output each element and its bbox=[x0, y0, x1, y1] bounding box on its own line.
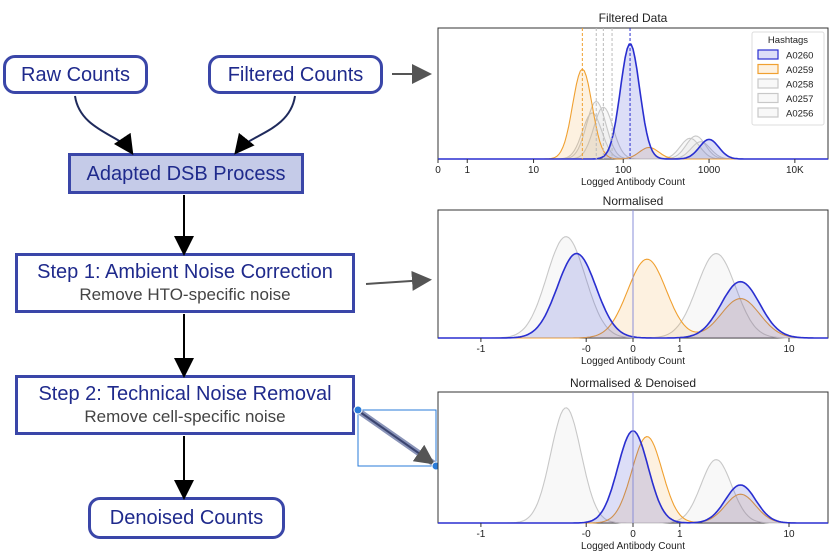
x-tick-label: 100 bbox=[615, 165, 632, 176]
x-tick-label: 10 bbox=[528, 165, 540, 176]
chart3-title: Normalised & Denoised bbox=[570, 376, 696, 390]
series-a0258-area bbox=[438, 236, 828, 338]
dsb-process-label: Adapted DSB Process bbox=[86, 162, 286, 185]
step1-to-chart-arrow bbox=[365, 270, 432, 291]
chart1-legend: Hashtags A0260 A0259 A0258 A0257 A0256 bbox=[751, 31, 825, 126]
chart2-title: Normalised bbox=[603, 194, 664, 208]
step1-title: Step 1: Ambient Noise Correction bbox=[37, 261, 333, 283]
raw-to-process-arrow bbox=[74, 95, 134, 155]
x-tick-label: 0 bbox=[435, 165, 441, 176]
x-tick-label: 0 bbox=[630, 529, 636, 540]
dsb-process-node: Adapted DSB Process bbox=[68, 153, 304, 194]
filtered-to-process-arrow bbox=[234, 95, 296, 155]
legend-swatch-a0258 bbox=[757, 78, 779, 89]
normalised-chart: Normalised -1 -0 0 1 10 Logged Antibody Coun… bbox=[437, 194, 829, 367]
x-tick-label: -0 bbox=[582, 344, 591, 355]
series-a0260-area bbox=[438, 253, 828, 338]
chart1-title: Filtered Data bbox=[599, 11, 668, 25]
raw-counts-label: Raw Counts bbox=[21, 63, 130, 86]
chart1-legend-title: Hashtags bbox=[768, 35, 808, 46]
normalised-denoised-chart: Normalised & Denoised -1 -0 0 1 10 Logged An… bbox=[437, 376, 829, 552]
step2-subtitle: Remove cell-specific noise bbox=[84, 407, 286, 426]
x-tick-label: -1 bbox=[476, 344, 485, 355]
legend-swatch-a0259 bbox=[757, 63, 779, 75]
legend-label-a0257: A0257 bbox=[786, 94, 813, 105]
step2-to-chart-arrow-core bbox=[359, 411, 435, 465]
denoised-counts-label: Denoised Counts bbox=[109, 507, 264, 529]
chart2-series-group bbox=[438, 210, 828, 339]
filtered-counts-node: Filtered Counts bbox=[208, 55, 383, 94]
chart1-series-group bbox=[438, 28, 828, 160]
series-a0258-area bbox=[438, 407, 828, 523]
chart2-ticks-group: -1 -0 0 1 10 bbox=[476, 338, 795, 355]
raw-counts-node: Raw Counts bbox=[3, 55, 148, 94]
chart2-xlabel: Logged Antibody Count bbox=[581, 356, 685, 367]
legend-label-a0259: A0259 bbox=[786, 65, 813, 76]
chart3-ticks-group: -1 -0 0 1 10 bbox=[476, 523, 795, 540]
x-tick-label: 1000 bbox=[698, 165, 721, 176]
x-tick-label: 10K bbox=[786, 165, 804, 176]
legend-label-a0258: A0258 bbox=[786, 80, 813, 91]
legend-label-a0256: A0256 bbox=[786, 109, 813, 120]
step1-subtitle: Remove HTO-specific noise bbox=[79, 285, 291, 304]
x-tick-label: 1 bbox=[677, 344, 683, 355]
x-tick-label: -0 bbox=[582, 529, 591, 540]
series-a0260-area bbox=[438, 44, 828, 159]
x-tick-label: 1 bbox=[464, 165, 470, 176]
filtered-data-chart: Filtered Data 0 1 10 100 1000 10K Logged Anti… bbox=[435, 11, 829, 188]
chart1-ticks-group: 0 1 10 100 1000 10K bbox=[435, 159, 804, 176]
filtered-counts-label: Filtered Counts bbox=[227, 63, 364, 86]
legend-label-a0260: A0260 bbox=[786, 51, 813, 62]
x-tick-label: -1 bbox=[476, 529, 485, 540]
selection-handle-start[interactable] bbox=[353, 405, 363, 415]
chart3-xlabel: Logged Antibody Count bbox=[581, 541, 685, 552]
legend-swatch-a0256 bbox=[757, 107, 779, 118]
step1-node: Step 1: Ambient Noise Correction Remove … bbox=[15, 253, 355, 313]
legend-swatch-a0260 bbox=[757, 49, 779, 60]
x-tick-label: 0 bbox=[630, 344, 636, 355]
selection-box bbox=[357, 409, 437, 467]
x-tick-label: 1 bbox=[677, 529, 683, 540]
step2-title: Step 2: Technical Noise Removal bbox=[38, 383, 332, 405]
x-tick-label: 10 bbox=[783, 529, 795, 540]
chart1-xlabel: Logged Antibody Count bbox=[581, 177, 685, 188]
series-a0260-line bbox=[438, 43, 828, 160]
legend-swatch-a0257 bbox=[757, 92, 779, 104]
x-tick-label: 10 bbox=[783, 344, 795, 355]
